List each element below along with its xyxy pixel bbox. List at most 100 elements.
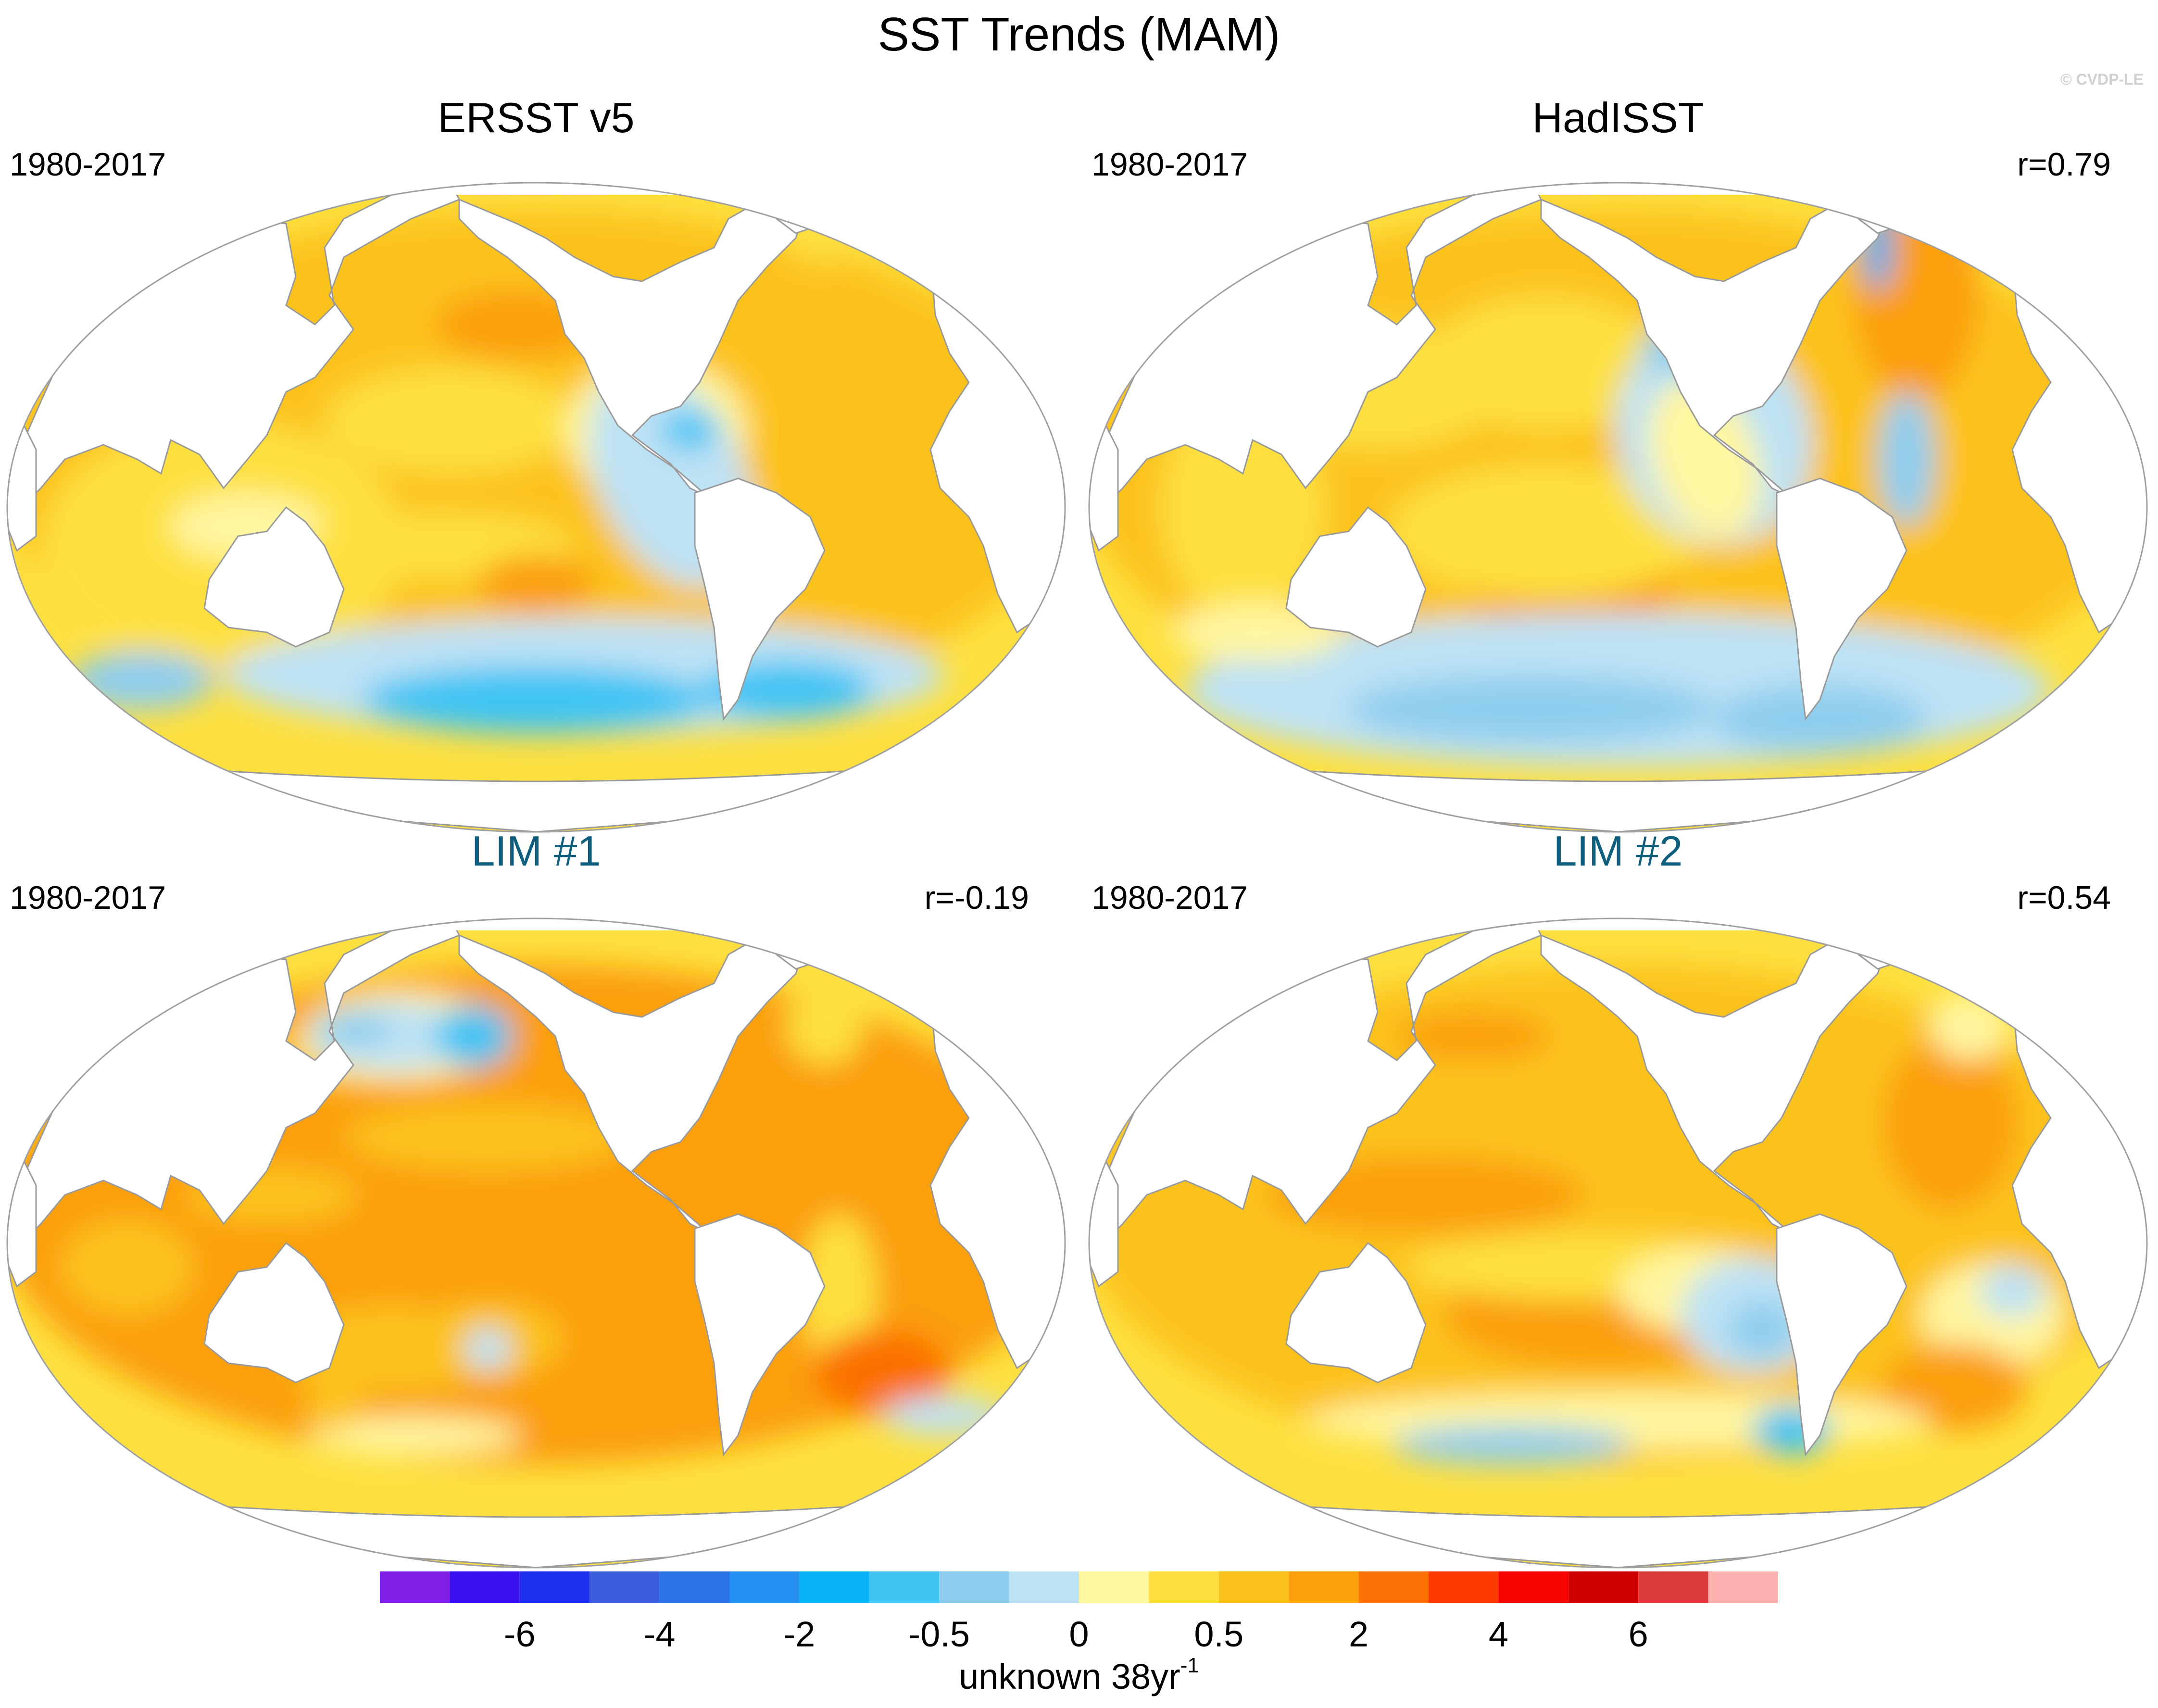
- colorbar-box: [1149, 1571, 1219, 1603]
- panel-title: LIM #1: [471, 827, 601, 875]
- trend-region: [478, 555, 594, 613]
- colorbar-unit-label: unknown 38yr-1: [959, 1654, 1199, 1696]
- trend-region: [882, 1397, 1007, 1435]
- colorbar-tick-label: 2: [1349, 1614, 1368, 1654]
- polar-cap: [1089, 183, 2147, 195]
- trend-region: [363, 666, 709, 733]
- colorbar-box: [1708, 1571, 1778, 1603]
- credit-label: © CVDP-LE: [2060, 71, 2144, 88]
- colorbar-tick-label: 4: [1489, 1614, 1508, 1654]
- colorbar-box: [1638, 1571, 1708, 1603]
- trend-region: [1729, 1301, 1796, 1358]
- map-panel: [1088, 182, 2148, 833]
- trend-region: [1979, 1265, 2046, 1318]
- land-masses: [1089, 183, 2147, 832]
- trend-region: [60, 1219, 195, 1315]
- colorbar-box: [799, 1571, 869, 1603]
- trend-region: [1854, 183, 1979, 402]
- map-panel: [6, 182, 1066, 833]
- continent: [1540, 189, 1888, 499]
- panel-title: HadISST: [1532, 94, 1704, 141]
- colorbar-box: [729, 1571, 800, 1603]
- continent: [203, 1242, 345, 1383]
- map-panel: [1088, 917, 2148, 1569]
- correlation-label: r=0.79: [2017, 146, 2111, 183]
- map-panels: ERSST v5 1980-2017 HadISST 1980-2017 r=0.79 L…: [6, 94, 2148, 1569]
- colorbar: -6 -4 -2 -0.5 0 0.5 2 4 6 unknown 38yr-1: [380, 1571, 1778, 1696]
- unit-superscript: -1: [1180, 1654, 1199, 1677]
- continent: [7, 1155, 37, 1288]
- period-label: 1980-2017: [10, 879, 166, 916]
- trend-region: [1931, 993, 2007, 1060]
- map-border: [6, 917, 1066, 1569]
- trend-region: [305, 1373, 363, 1431]
- trend-region: [1267, 1156, 1584, 1233]
- colorbar-box: [450, 1571, 520, 1603]
- continent: [458, 189, 806, 499]
- trend-region: [1878, 392, 1935, 527]
- trend-region: [464, 1327, 512, 1370]
- polar-cap: [7, 183, 1065, 195]
- trend-region: [315, 1012, 392, 1046]
- period-label: 1980-2017: [1092, 146, 1248, 183]
- colorbar-tick-label: 0.5: [1194, 1614, 1243, 1654]
- continent: [1089, 1155, 1119, 1288]
- correlation-label: r=-0.19: [925, 879, 1029, 916]
- colorbar-box: [519, 1571, 590, 1603]
- trend-region: [815, 1330, 950, 1416]
- trend-region: [1426, 296, 1666, 430]
- trend-region: [786, 988, 863, 1065]
- sst-trend-field: [1089, 918, 2147, 1568]
- polar-cap: [1089, 918, 2147, 930]
- map-border: [6, 182, 1066, 833]
- trend-region: [344, 1104, 632, 1171]
- colorbar-box: [1079, 1571, 1149, 1603]
- sst-trend-field: [1089, 183, 2147, 832]
- colorbar-box: [1218, 1571, 1289, 1603]
- colorbar-box: [939, 1571, 1009, 1603]
- trend-region: [1882, 1036, 2017, 1209]
- trend-region: [325, 368, 575, 474]
- map-border: [1088, 182, 2148, 833]
- colorbar-boxes: [380, 1571, 1778, 1603]
- continent: [1776, 1213, 1907, 1457]
- period-label: 1980-2017: [10, 146, 166, 183]
- colorbar-box: [659, 1571, 729, 1603]
- continent: [458, 925, 806, 1234]
- colorbar-box: [869, 1571, 940, 1603]
- trend-region: [1397, 1012, 1551, 1060]
- correlation-label: r=0.54: [2017, 879, 2111, 916]
- colorbar-box: [1289, 1571, 1359, 1603]
- continent: [1285, 506, 1427, 648]
- panel-title: ERSST v5: [438, 94, 634, 141]
- colorbar-box: [1429, 1571, 1499, 1603]
- colorbar-tick-label: -2: [783, 1614, 815, 1654]
- map-panel: [6, 917, 1066, 1569]
- colorbar-tick-labels: -6 -4 -2 -0.5 0 0.5 2 4 6: [504, 1614, 1648, 1654]
- trend-contours: [1089, 964, 2147, 1464]
- trend-region: [1392, 1426, 1632, 1464]
- colorbar-tick-label: -6: [504, 1614, 536, 1654]
- trend-region: [435, 1005, 512, 1068]
- colorbar-box: [590, 1571, 660, 1603]
- continent: [694, 477, 826, 721]
- continent: [1540, 925, 1888, 1234]
- continent: [203, 506, 345, 648]
- trend-region: [1349, 676, 1714, 743]
- map-border: [1088, 917, 2148, 1569]
- colorbar-box: [380, 1571, 450, 1603]
- figure-title: SST Trends (MAM): [878, 8, 1280, 61]
- trend-region: [1882, 1344, 2027, 1431]
- colorbar-box: [1498, 1571, 1568, 1603]
- colorbar-box: [1358, 1571, 1429, 1603]
- colorbar-box: [1568, 1571, 1639, 1603]
- colorbar-tick-label: -4: [644, 1614, 676, 1654]
- colorbar-tick-label: -0.5: [908, 1614, 970, 1654]
- trend-region: [801, 1214, 878, 1368]
- trend-region: [310, 1416, 522, 1455]
- trend-region: [1387, 464, 1705, 599]
- continent: [1285, 1242, 1427, 1383]
- colorbar-tick-label: 0: [1069, 1614, 1089, 1654]
- continent: [7, 419, 37, 552]
